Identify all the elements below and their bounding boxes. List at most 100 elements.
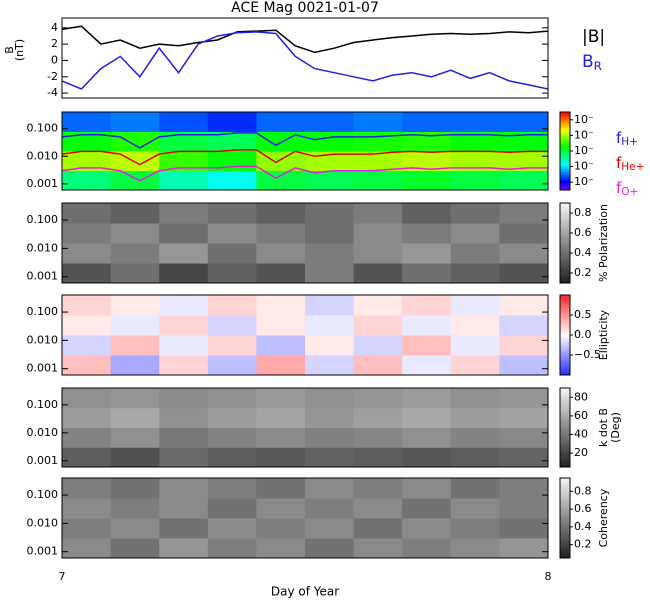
- heatmap-cell: [450, 131, 500, 152]
- colorbar-step: [560, 257, 570, 260]
- colorbar-step: [560, 445, 570, 448]
- colorbar-step: [560, 139, 570, 142]
- heatmap-cell: [353, 335, 403, 356]
- heatmap-cell: [207, 112, 257, 132]
- colorbar-step: [560, 522, 570, 525]
- colorbar-step: [560, 556, 570, 559]
- heatmap-cell: [353, 295, 403, 316]
- heatmap-cell: [207, 243, 257, 264]
- heatmap-cell: [207, 518, 257, 539]
- colorbar-step: [560, 548, 570, 551]
- colorbar-step: [560, 255, 570, 258]
- heatmap-cell: [499, 223, 549, 244]
- heatmap-cell: [402, 170, 452, 191]
- heatmap-cell: [62, 478, 112, 499]
- heatmap-cell: [159, 223, 209, 244]
- colorbar-tick-label: 10⁻: [574, 160, 594, 173]
- colorbar-step: [560, 512, 570, 515]
- colorbar-step: [560, 323, 570, 326]
- colorbar-step: [560, 463, 570, 466]
- colorbar-label: Ellipticity: [597, 309, 610, 360]
- heatmap-cell: [62, 388, 112, 409]
- heatmap-cell: [110, 335, 160, 356]
- legend-subscript: O+: [621, 186, 638, 198]
- heatmap-cell: [402, 447, 452, 468]
- colorbar-step: [560, 542, 570, 545]
- colorbar-step: [560, 158, 570, 162]
- heatmap-cell: [159, 335, 209, 356]
- heatmap-cell: [499, 407, 549, 428]
- colorbar-step: [560, 229, 570, 232]
- heatmap-cell: [499, 498, 549, 519]
- heatmap-cell: [402, 355, 452, 376]
- colorbar-step: [560, 237, 570, 240]
- panel-frame: [61, 17, 549, 99]
- heatmap-cell: [110, 518, 160, 539]
- colorbar-step: [560, 415, 570, 419]
- heatmap-cell: [110, 223, 160, 244]
- colorbar-step: [560, 333, 570, 336]
- heatmap-cell: [305, 131, 355, 152]
- heatmap-cell: [62, 295, 112, 316]
- heatmap-cell: [305, 295, 355, 316]
- heatmap-cell: [207, 315, 257, 336]
- heatmap-cell: [305, 203, 355, 224]
- colorbar-step: [560, 502, 570, 505]
- heatmap-cell: [353, 355, 403, 376]
- y-tick-label: 0.010: [27, 241, 59, 254]
- colorbar-step: [560, 205, 570, 208]
- colorbar-step: [560, 112, 570, 115]
- heatmap-cell: [159, 131, 209, 152]
- heatmap-cell: [256, 388, 306, 409]
- colorbar-step: [560, 439, 570, 442]
- heatmap-cell: [110, 263, 160, 284]
- legend-subscript: He+: [621, 161, 644, 173]
- heatmap-cell: [62, 203, 112, 224]
- colorbar-step: [560, 225, 570, 228]
- colorbar-step: [560, 395, 570, 399]
- heatmap-cell: [62, 538, 112, 559]
- heatmap-cell: [256, 112, 306, 132]
- colorbar-tick-label: 10⁻: [574, 175, 594, 188]
- colorbar-step: [560, 449, 570, 452]
- heatmap-cell: [402, 295, 452, 316]
- colorbar-step: [560, 231, 570, 234]
- colorbar-step: [560, 459, 570, 462]
- heatmap-cell: [353, 427, 403, 448]
- panel-frame: [61, 387, 549, 468]
- colorbar-step: [560, 461, 570, 464]
- heatmap-cell: [353, 447, 403, 468]
- heatmap-cell: [207, 263, 257, 284]
- heatmap-cell: [305, 447, 355, 468]
- heatmap-cell: [256, 447, 306, 468]
- y-tick-label: 2: [51, 37, 58, 50]
- series-line: [62, 31, 548, 90]
- heatmap-cell: [207, 538, 257, 559]
- heatmap-cell: [159, 263, 209, 284]
- heatmap-cell: [159, 427, 209, 448]
- legend-entry: |B|: [582, 27, 605, 47]
- heatmap-cell: [305, 170, 355, 191]
- heatmap-cell: [62, 407, 112, 428]
- legend-subscript: H+: [621, 136, 638, 148]
- heatmap-cell: [402, 263, 452, 284]
- colorbar-step: [560, 184, 570, 187]
- colorbar-step: [560, 455, 570, 458]
- heatmap-cell: [450, 151, 500, 171]
- y-tick-label: 0.100: [27, 488, 59, 501]
- colorbar-step: [560, 427, 570, 430]
- colorbar-step: [560, 127, 570, 131]
- legend-entry: fH+: [616, 129, 638, 149]
- heatmap-cell: [159, 407, 209, 428]
- heatmap-cell: [110, 478, 160, 499]
- colorbar-step: [560, 554, 570, 557]
- colorbar-step: [560, 168, 570, 171]
- legend-entry: fHe+: [616, 154, 644, 174]
- heatmap-cell: [402, 335, 452, 356]
- heatmap-cell: [110, 203, 160, 224]
- y-tick-label: 0.100: [27, 122, 59, 135]
- heatmap-cell: [305, 388, 355, 409]
- heatmap-cell: [110, 170, 160, 191]
- colorbar-step: [560, 311, 570, 314]
- heatmap-cell: [62, 335, 112, 356]
